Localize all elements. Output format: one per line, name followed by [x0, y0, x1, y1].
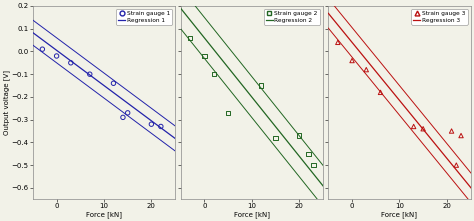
Point: [410, 125, 418, 128]
Point: [124, 111, 131, 115]
Point: [363, 68, 370, 71]
Point: [310, 163, 317, 167]
Point: [257, 84, 265, 87]
Point: [109, 82, 117, 85]
Point: [38, 47, 46, 51]
Point: [453, 163, 460, 167]
Point: [419, 127, 427, 131]
Point: [272, 136, 279, 140]
Point: [201, 54, 208, 58]
Point: [119, 116, 127, 119]
Point: [295, 134, 303, 137]
Y-axis label: Output voltage [V]: Output voltage [V]: [3, 70, 10, 135]
Legend: Strain gauge 3, Regression 3: Strain gauge 3, Regression 3: [411, 9, 468, 25]
Point: [305, 152, 312, 156]
X-axis label: Force [kN]: Force [kN]: [234, 211, 270, 217]
Point: [67, 61, 74, 65]
Point: [448, 129, 456, 133]
Legend: Strain gauge 2, Regression 2: Strain gauge 2, Regression 2: [264, 9, 320, 25]
Point: [334, 41, 342, 44]
Legend: Strain gauge 1, Regression 1: Strain gauge 1, Regression 1: [116, 9, 172, 25]
Point: [348, 59, 356, 62]
Point: [147, 122, 155, 126]
Point: [186, 36, 194, 40]
Point: [224, 111, 232, 115]
Point: [53, 54, 60, 58]
Point: [210, 72, 218, 76]
Point: [86, 72, 93, 76]
X-axis label: Force [kN]: Force [kN]: [382, 211, 418, 217]
X-axis label: Force [kN]: Force [kN]: [86, 211, 122, 217]
Point: [457, 134, 465, 137]
Point: [377, 91, 384, 94]
Point: [157, 125, 164, 128]
